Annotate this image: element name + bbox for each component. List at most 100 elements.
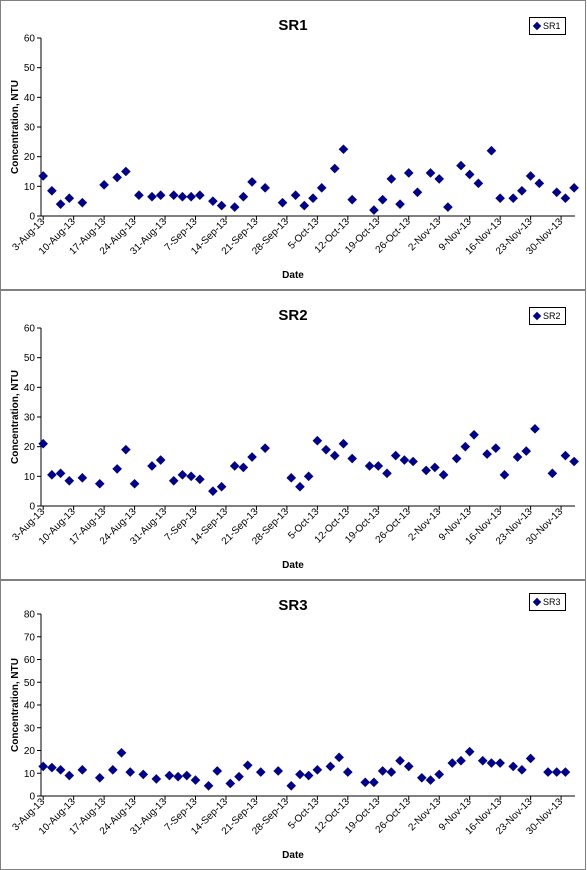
data-point (77, 197, 88, 208)
x-axis-label: Date (282, 850, 304, 861)
legend-label-sr3: SR3 (543, 597, 561, 607)
data-point (486, 145, 497, 156)
data-point (286, 780, 297, 791)
data-point (460, 441, 471, 452)
data-point (329, 163, 340, 174)
data-point (377, 766, 388, 776)
data-point (247, 177, 257, 187)
data-point (216, 200, 227, 211)
data-point (47, 762, 57, 773)
data-point (412, 187, 423, 198)
data-point (347, 453, 357, 464)
data-point (94, 772, 105, 783)
data-point (77, 473, 88, 483)
chart-title-sr1: SR1 (278, 17, 307, 34)
y-tick-label: 50 (24, 353, 36, 364)
data-point (464, 169, 475, 180)
data-point (286, 473, 297, 483)
data-point (168, 475, 179, 486)
y-tick-label: 0 (29, 792, 35, 803)
data-point (403, 168, 414, 178)
data-point (94, 478, 105, 489)
data-point (364, 461, 375, 471)
data-point (121, 166, 131, 177)
data-point (473, 178, 484, 189)
data-point (38, 761, 48, 772)
data-point (421, 465, 431, 476)
data-point (456, 755, 466, 766)
data-point (277, 197, 288, 208)
data-point (238, 191, 249, 202)
data-point (299, 200, 310, 211)
data-point (212, 766, 223, 776)
data-point (456, 160, 466, 171)
legend-marker-icon (532, 21, 542, 30)
data-point (530, 424, 540, 434)
data-point (38, 438, 48, 449)
chart-panel-sr1: SR1 0 10 20 30 40 50 60 3-Aug-13 10-Aug-13 17-Aug-… (0, 0, 586, 290)
data-point (164, 770, 175, 781)
legend-marker-icon (532, 311, 542, 320)
data-point (343, 767, 353, 777)
y-tick-label: 0 (29, 502, 35, 513)
y-tick-label: 30 (24, 723, 36, 734)
data-point (134, 190, 144, 201)
data-point (260, 443, 270, 453)
data-point (325, 761, 336, 772)
data-point (155, 190, 166, 201)
data-point (399, 455, 410, 465)
data-point (517, 765, 527, 775)
legend-marker-icon (532, 597, 542, 606)
data-point (543, 767, 553, 777)
data-point (125, 767, 136, 777)
data-point (177, 470, 188, 480)
chart-svg-sr3: SR3010203040506070803-Aug-1310-Aug-1317-… (10, 597, 575, 861)
data-point (451, 453, 462, 464)
x-axis-label: Date (282, 270, 304, 281)
chart-title-sr2: SR2 (278, 307, 307, 324)
data-point (112, 172, 122, 183)
data-point (434, 769, 445, 780)
data-point (38, 171, 48, 181)
chart-legend-sr1: SR1 (529, 17, 566, 35)
data-point (551, 187, 562, 198)
data-point (486, 758, 497, 768)
data-point (495, 193, 505, 204)
data-point (225, 778, 236, 789)
y-tick-label: 10 (24, 472, 36, 483)
y-tick-label: 30 (24, 413, 36, 424)
legend-label-sr1: SR1 (543, 21, 561, 31)
chart-panel-sr3: SR3 0 10 20 30 40 50 60 70 80 3-Aug-13 10-Aug-13 17-… (0, 580, 586, 870)
chart-svg-sr2: SR201020304050603-Aug-1310-Aug-1317-Aug-… (10, 307, 579, 571)
y-axis-label: Concentration, NTU (10, 80, 21, 174)
y-tick-label: 30 (24, 123, 36, 134)
data-point (464, 746, 475, 757)
data-point (255, 767, 266, 777)
data-point (560, 193, 571, 204)
data-point (525, 171, 536, 181)
data-point (390, 450, 401, 461)
data-point (238, 462, 249, 473)
data-point (395, 755, 405, 766)
data-point (208, 486, 218, 496)
data-point (430, 462, 440, 473)
data-point (551, 767, 562, 777)
chart-svg-sr1: SR101020304050603-Aug-1310-Aug-1317-Aug-… (10, 17, 579, 281)
data-point (147, 191, 157, 202)
data-point (395, 199, 405, 209)
data-point (138, 769, 149, 780)
data-point (203, 780, 214, 791)
data-point (47, 470, 57, 480)
data-point (216, 481, 227, 492)
data-point (195, 190, 205, 201)
data-point (308, 193, 318, 204)
data-point (369, 205, 379, 215)
y-tick-label: 20 (24, 746, 36, 757)
data-point (512, 452, 523, 462)
y-tick-label: 10 (24, 182, 36, 193)
data-point (177, 191, 188, 202)
y-tick-label: 50 (24, 678, 36, 689)
data-point (316, 183, 327, 193)
data-point (508, 193, 519, 204)
data-point (190, 775, 201, 785)
